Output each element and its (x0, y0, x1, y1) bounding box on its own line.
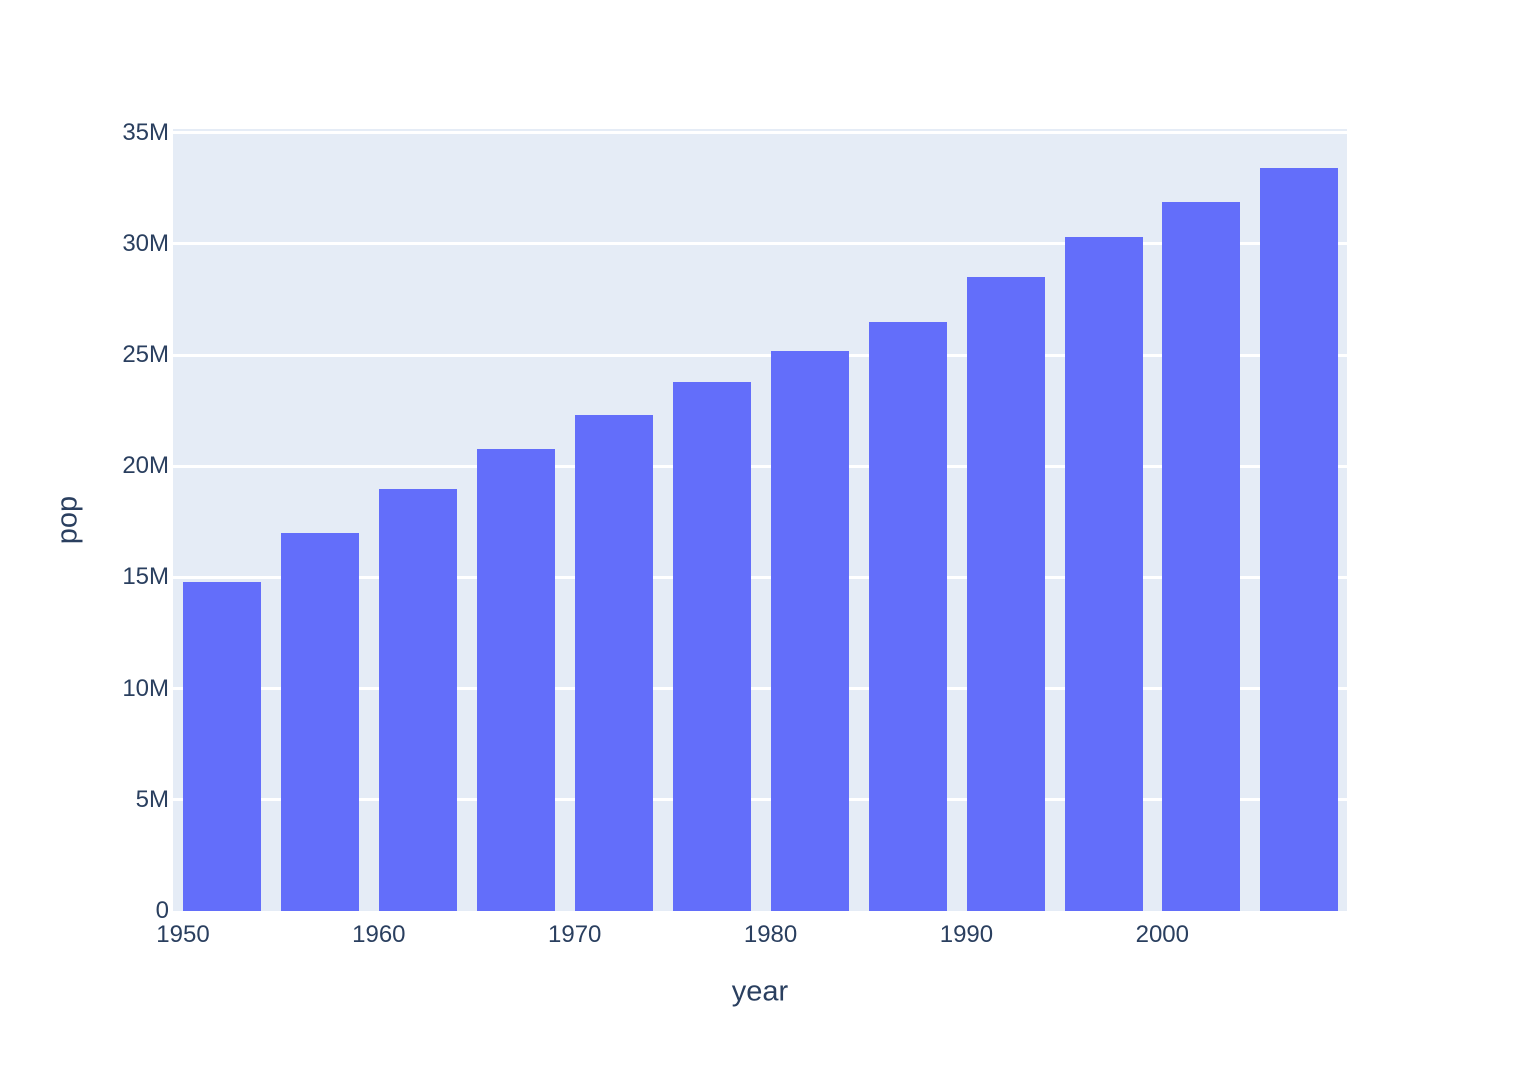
gridline-10M (173, 687, 1347, 691)
gridline-25M (173, 353, 1347, 357)
x-tick-label-1990: 1990 (939, 921, 994, 948)
x-tick-label-1950: 1950 (156, 921, 210, 948)
x-tick-label-1980: 1980 (743, 921, 798, 948)
bar-1992[interactable] (966, 277, 1045, 911)
y-tick-label-5M: 5M (135, 785, 169, 813)
bar-1997[interactable] (1064, 237, 1143, 911)
y-tick-label-25M: 25M (122, 341, 169, 369)
gridline-5M (173, 798, 1347, 802)
plot-area[interactable] (173, 129, 1347, 911)
x-tick-label-2000: 2000 (1135, 921, 1189, 948)
y-tick-label-30M: 30M (122, 229, 169, 257)
bar-1987[interactable] (868, 321, 947, 911)
y-axis-title: pop (51, 495, 84, 545)
bar-1962[interactable] (379, 488, 458, 911)
bar-2002[interactable] (1162, 201, 1241, 911)
bar-1952[interactable] (183, 581, 262, 911)
bar-1967[interactable] (476, 448, 555, 911)
bar-1977[interactable] (672, 381, 751, 911)
gridline-20M (173, 464, 1347, 468)
bar-2007[interactable] (1260, 168, 1339, 911)
gridline-30M (173, 242, 1347, 246)
x-tick-label-1960: 1960 (352, 921, 406, 948)
bar-1982[interactable] (770, 350, 849, 911)
gridline-35M (173, 131, 1347, 135)
y-tick-label-10M: 10M (122, 674, 169, 702)
y-tick-label-15M: 15M (122, 563, 169, 591)
x-axis-title: year (731, 975, 789, 1008)
y-tick-label-0: 0 (155, 897, 169, 924)
y-tick-label-20M: 20M (122, 452, 169, 480)
y-tick-label-35M: 35M (122, 118, 169, 146)
x-tick-label-1970: 1970 (548, 921, 602, 948)
bar-1957[interactable] (281, 533, 360, 911)
bar-1972[interactable] (574, 415, 653, 911)
gridline-15M (173, 575, 1347, 579)
